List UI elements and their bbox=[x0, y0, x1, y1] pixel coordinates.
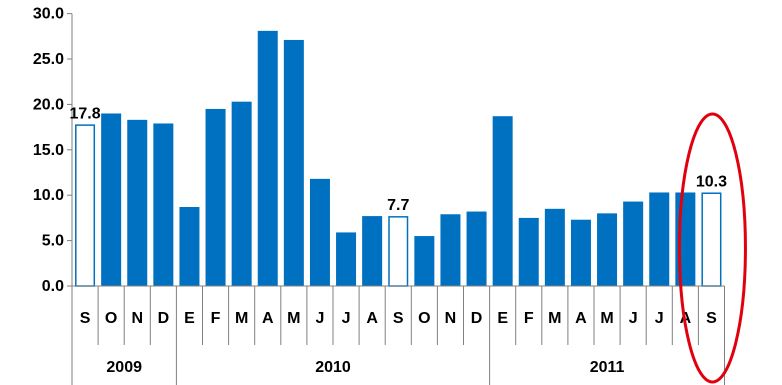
x-tick-label: M bbox=[548, 310, 561, 327]
x-tick-label: N bbox=[445, 310, 457, 327]
x-tick-label: J bbox=[342, 310, 351, 327]
bar bbox=[440, 214, 461, 286]
bar bbox=[205, 108, 226, 286]
bar bbox=[309, 178, 330, 286]
x-tick-label: D bbox=[158, 310, 170, 327]
x-tick-label: J bbox=[315, 310, 324, 327]
x-tick-label: M bbox=[235, 310, 248, 327]
y-tick-label: 10.0 bbox=[33, 187, 64, 204]
year-label: 2010 bbox=[315, 359, 351, 376]
x-tick-label: M bbox=[600, 310, 613, 327]
x-tick-label: O bbox=[105, 310, 117, 327]
y-tick-label: 5.0 bbox=[42, 233, 64, 250]
data-label: 17.8 bbox=[69, 105, 100, 122]
bar bbox=[544, 208, 565, 286]
x-tick-label: D bbox=[471, 310, 483, 327]
y-axis: 0.0 5.0 10.0 15.0 20.0 25.0 30.0 bbox=[33, 6, 73, 295]
x-tick-label: A bbox=[262, 310, 274, 327]
bar bbox=[414, 236, 435, 286]
x-tick-label: J bbox=[655, 310, 664, 327]
x-tick-label: S bbox=[80, 310, 91, 327]
bar bbox=[257, 30, 278, 286]
bar bbox=[362, 216, 383, 286]
x-tick-label: A bbox=[575, 310, 587, 327]
y-tick-label: 15.0 bbox=[33, 142, 64, 159]
x-tick-label: J bbox=[629, 310, 638, 327]
data-label: 10.3 bbox=[696, 173, 727, 190]
x-tick-label: E bbox=[184, 310, 195, 327]
y-tick-label: 0.0 bbox=[42, 278, 64, 295]
bar bbox=[623, 201, 644, 286]
year-label: 2011 bbox=[590, 359, 625, 376]
bar bbox=[466, 211, 487, 286]
bar bbox=[179, 207, 200, 286]
x-tick-label: N bbox=[131, 310, 143, 327]
bar bbox=[701, 192, 722, 287]
x-tick-label: F bbox=[524, 310, 534, 327]
data-labels-group: 17.8 7.7 10.3 bbox=[69, 105, 727, 214]
bar bbox=[231, 101, 252, 287]
bar bbox=[283, 39, 304, 286]
bar bbox=[127, 119, 148, 286]
x-tick-label: A bbox=[366, 310, 378, 327]
x-tick-label: S bbox=[393, 310, 404, 327]
bar bbox=[101, 113, 122, 286]
x-tick-label: S bbox=[706, 310, 717, 327]
year-label: 2009 bbox=[106, 359, 142, 376]
bar bbox=[597, 213, 618, 286]
bar bbox=[570, 219, 591, 286]
highlight-ellipse bbox=[677, 112, 747, 384]
bars-group bbox=[75, 30, 722, 287]
x-tick-label: M bbox=[287, 310, 300, 327]
x-tick-label: E bbox=[497, 310, 508, 327]
x-tick-label: O bbox=[418, 310, 430, 327]
highlight-group bbox=[677, 112, 747, 384]
y-tick-label: 30.0 bbox=[33, 6, 64, 23]
y-tick-label: 20.0 bbox=[33, 96, 64, 113]
bar bbox=[518, 217, 539, 286]
bar bbox=[492, 116, 513, 286]
bar bbox=[153, 123, 174, 286]
bar bbox=[336, 232, 357, 286]
bar bbox=[75, 124, 96, 287]
x-tick-label: F bbox=[211, 310, 221, 327]
bar bbox=[649, 192, 670, 286]
data-label: 7.7 bbox=[387, 197, 409, 214]
bar bbox=[388, 216, 409, 287]
y-tick-label: 25.0 bbox=[33, 51, 64, 68]
